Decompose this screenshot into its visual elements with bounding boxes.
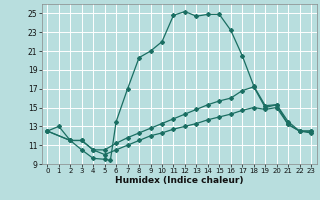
X-axis label: Humidex (Indice chaleur): Humidex (Indice chaleur): [115, 176, 244, 185]
